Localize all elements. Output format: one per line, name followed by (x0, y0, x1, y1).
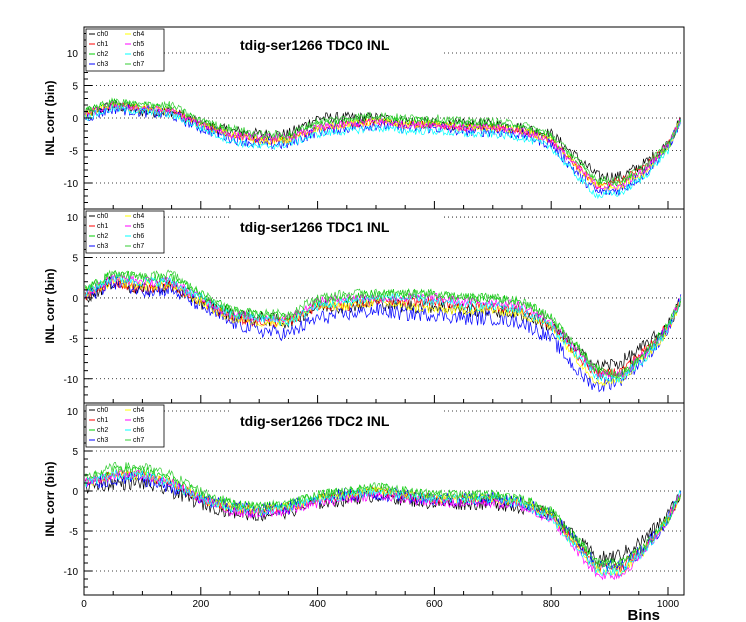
chart-title: tdig-ser1266 TDC0 INL (240, 37, 390, 53)
y-tick-label: 5 (72, 82, 78, 93)
x-tick-label: 800 (543, 599, 560, 610)
legend-label-ch6: ch6 (133, 427, 144, 434)
y-tick-label: -10 (64, 179, 79, 190)
y-tick-label: -5 (69, 334, 78, 345)
panel-tdc1: -10 -5 0 5 10 INL corr (bin) tdig-ser1266 TDC1… (43, 208, 685, 404)
legend: ch0 ch1 ch2 ch3 ch4 ch5 ch6 ch7 (85, 210, 165, 254)
y-tick-label: 10 (67, 407, 79, 418)
legend-label-ch4: ch4 (133, 213, 144, 220)
y-axis-label: INL corr (bin) (43, 268, 57, 343)
y-tick-label: -5 (69, 147, 78, 158)
y-tick-label: -10 (64, 375, 79, 386)
y-tick-label: 10 (67, 213, 79, 224)
series-line-ch5 (84, 100, 682, 191)
legend-label-ch2: ch2 (97, 51, 108, 58)
legend-label-ch2: ch2 (97, 427, 108, 434)
legend-label-ch1: ch1 (97, 223, 108, 230)
chart-title: tdig-ser1266 TDC1 INL (240, 219, 390, 235)
y-tick-label: 0 (72, 487, 78, 498)
legend-label-ch7: ch7 (133, 61, 144, 68)
series-line-ch6 (84, 103, 682, 200)
y-tick-label: 5 (72, 447, 78, 458)
y-tick-label: -5 (69, 527, 78, 538)
legend-label-ch4: ch4 (133, 31, 144, 38)
legend-label-ch3: ch3 (97, 61, 108, 68)
title-box (232, 215, 442, 241)
legend-label-ch3: ch3 (97, 437, 108, 444)
title-box (232, 33, 442, 59)
series-line-ch7 (84, 269, 682, 378)
legend-label-ch3: ch3 (97, 243, 108, 250)
legend-label-ch6: ch6 (133, 51, 144, 58)
x-tick-label: 600 (426, 599, 443, 610)
panel-tdc0: -10 -5 0 5 10 INL corr (bin) tdig-ser1266 TDC0… (43, 26, 685, 210)
y-axis-label: INL corr (bin) (43, 461, 57, 536)
y-axis-label: INL corr (bin) (43, 80, 57, 155)
y-tick-label: 5 (72, 254, 78, 265)
x-tick-label: 0 (81, 599, 87, 610)
title-box (232, 409, 442, 435)
y-tick-label: 0 (72, 294, 78, 305)
legend-label-ch1: ch1 (97, 417, 108, 424)
series-line-ch7 (84, 97, 682, 185)
legend-label-ch0: ch0 (97, 407, 108, 414)
series-line-ch7 (85, 461, 682, 569)
legend-label-ch4: ch4 (133, 407, 144, 414)
legend-label-ch6: ch6 (133, 233, 144, 240)
legend-label-ch5: ch5 (133, 223, 144, 230)
x-tick-label: 200 (192, 599, 209, 610)
legend-label-ch7: ch7 (133, 243, 144, 250)
legend: ch0 ch1 ch2 ch3 ch4 ch5 ch6 ch7 (85, 28, 165, 72)
series-line-ch2 (84, 270, 682, 380)
legend-label-ch5: ch5 (133, 417, 144, 424)
legend: ch0 ch1 ch2 ch3 ch4 ch5 ch6 ch7 (85, 404, 165, 448)
x-axis-label: Bins (627, 607, 660, 622)
x-tick-label: 400 (309, 599, 326, 610)
y-tick-label: 0 (72, 114, 78, 125)
x-tick-label: 1000 (657, 599, 680, 610)
chart-title: tdig-ser1266 TDC2 INL (240, 413, 390, 429)
series-line-ch6 (84, 469, 682, 577)
legend-label-ch2: ch2 (97, 233, 108, 240)
panel-tdc2: -10 -5 0 5 10 0 200 400 600 800 1000 INL corr (bin)… (43, 402, 685, 622)
series-line-ch6 (84, 273, 682, 383)
y-tick-label: -10 (64, 567, 79, 578)
legend-label-ch5: ch5 (133, 41, 144, 48)
legend-label-ch7: ch7 (133, 437, 144, 444)
plot-frame (83, 208, 685, 404)
legend-label-ch1: ch1 (97, 41, 108, 48)
y-tick-label: 10 (67, 49, 79, 60)
legend-label-ch0: ch0 (97, 31, 108, 38)
legend-label-ch0: ch0 (97, 213, 108, 220)
